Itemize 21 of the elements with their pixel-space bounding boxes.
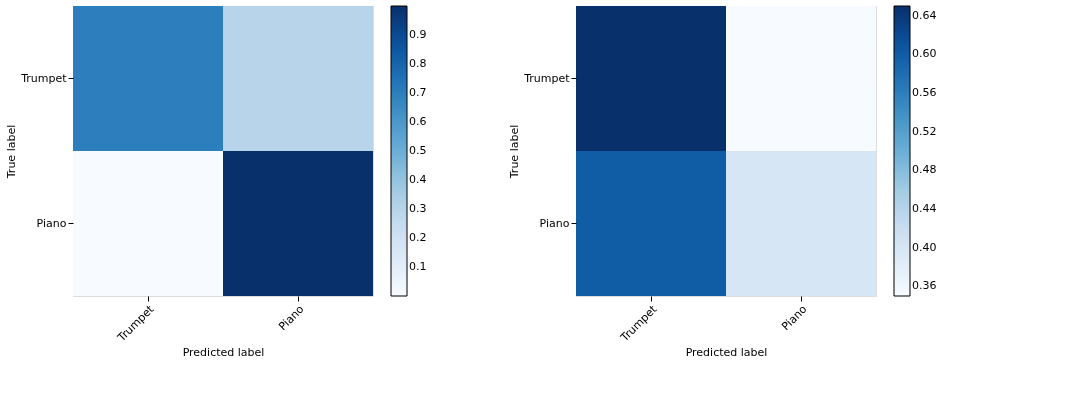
color-bar-label: 0.5 [409,144,427,157]
color-bar-label: 0.2 [409,231,427,244]
color-bar-label: 0.4 [409,173,427,186]
color-bar-label: 0.60 [912,47,937,61]
color-bar-label: 0.36 [912,279,937,293]
color-bar-label: 0.52 [912,124,937,138]
color-bar-label: 0.8 [409,57,427,70]
color-bar-label: 0.1 [409,260,427,273]
color-bar-label: 0.40 [912,240,937,254]
color-bar-label: 0.44 [912,202,937,215]
color-bar-label: 0.3 [409,202,427,215]
color-bar-label: 0.48 [912,163,937,177]
color-bar-label: 0.6 [409,115,427,128]
color-bar-label: 0.56 [912,86,937,99]
color-bar-label: 0.9 [409,28,427,41]
y-axis-title: True label [508,124,522,180]
y-axis-title: True label [5,124,19,180]
x-axis-title: Predicted label [685,346,768,360]
color-bar-label: 0.7 [409,86,427,99]
x-axis-title: Predicted label [182,346,265,360]
color-bar-label: 0.64 [912,8,937,22]
